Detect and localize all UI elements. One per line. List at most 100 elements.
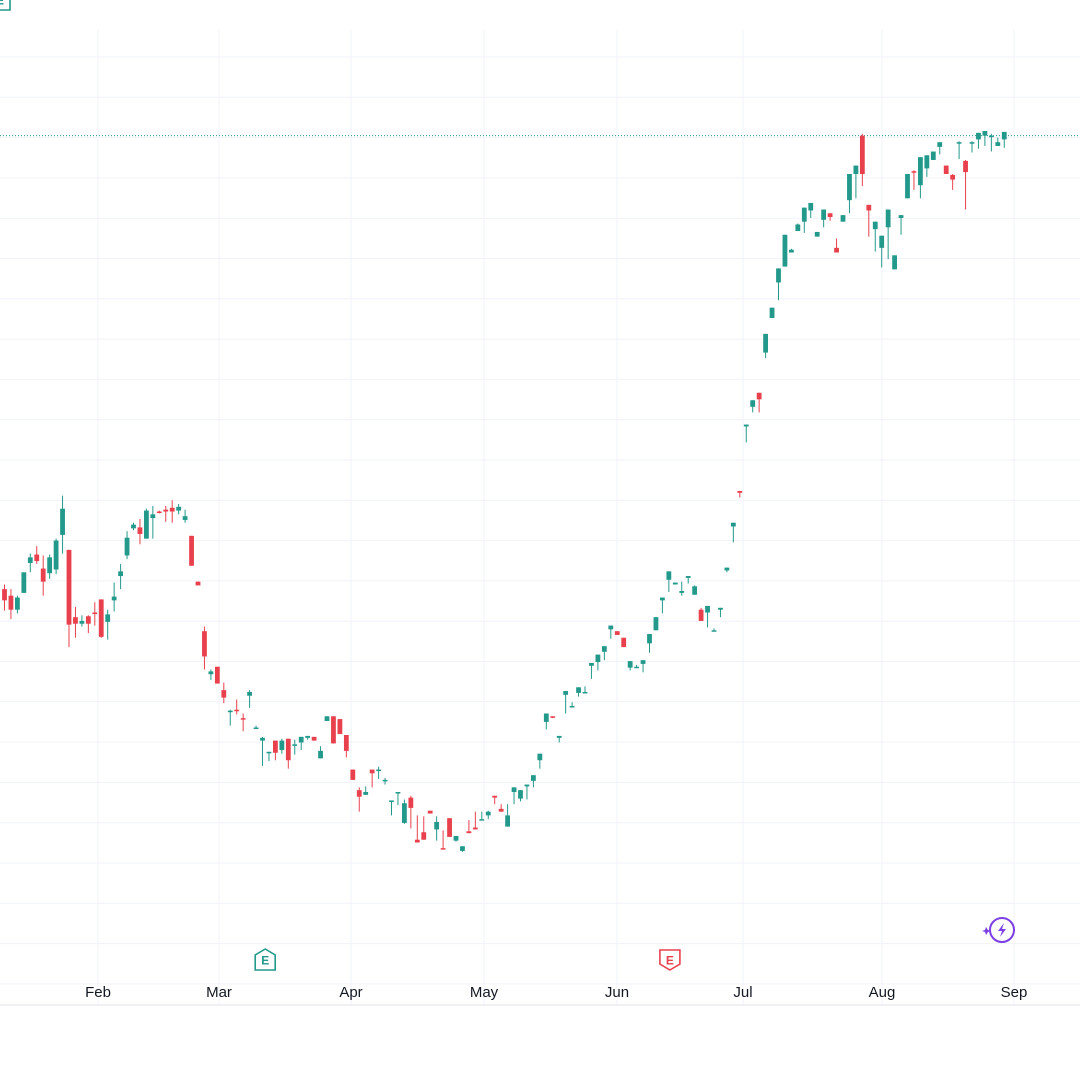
candle[interactable] [73, 606, 78, 638]
candle[interactable] [8, 589, 14, 620]
candle[interactable] [730, 522, 736, 543]
candle[interactable] [647, 634, 652, 653]
candle[interactable] [21, 572, 27, 593]
candle[interactable] [976, 132, 981, 149]
candle[interactable] [956, 141, 962, 160]
candle[interactable] [563, 691, 569, 714]
candle[interactable] [156, 510, 162, 514]
candles[interactable] [2, 130, 1007, 852]
candle[interactable] [15, 595, 20, 614]
candle[interactable] [627, 661, 633, 671]
candle[interactable] [131, 522, 136, 531]
candle[interactable] [85, 615, 91, 634]
candle[interactable] [569, 702, 575, 708]
candle[interactable] [905, 173, 910, 199]
candle[interactable] [847, 173, 852, 214]
candle[interactable] [601, 646, 607, 661]
candle[interactable] [414, 815, 420, 843]
candle[interactable] [918, 157, 923, 199]
candle[interactable] [776, 268, 781, 301]
candle[interactable] [421, 816, 427, 840]
candle[interactable] [202, 626, 207, 670]
candle[interactable] [92, 602, 98, 626]
candle[interactable] [537, 753, 543, 769]
candle[interactable] [685, 576, 691, 584]
candle[interactable] [163, 505, 169, 522]
candle[interactable] [679, 581, 685, 596]
candle[interactable] [930, 151, 936, 160]
candle[interactable] [582, 686, 588, 694]
candle[interactable] [34, 546, 40, 564]
candle[interactable] [769, 307, 775, 318]
candle[interactable] [356, 787, 362, 812]
candle[interactable] [492, 795, 498, 805]
candle[interactable] [911, 170, 917, 190]
candle[interactable] [189, 535, 194, 566]
candle[interactable] [234, 699, 240, 715]
candle[interactable] [737, 490, 743, 498]
candle[interactable] [298, 736, 304, 750]
candle[interactable] [982, 130, 988, 146]
candle[interactable] [369, 769, 375, 788]
candle[interactable] [589, 662, 594, 679]
candle[interactable] [576, 687, 581, 697]
candle[interactable] [124, 531, 130, 560]
candle[interactable] [111, 582, 117, 612]
candle[interactable] [872, 221, 878, 252]
candle[interactable] [460, 846, 465, 852]
candle[interactable] [208, 669, 214, 680]
candle[interactable] [556, 735, 562, 743]
candle[interactable] [943, 165, 949, 174]
candle[interactable] [937, 142, 943, 155]
candle[interactable] [498, 804, 504, 812]
candle[interactable] [343, 734, 349, 758]
candle[interactable] [408, 795, 414, 829]
candle[interactable] [466, 820, 472, 834]
candle[interactable] [311, 736, 317, 741]
earnings-miss-marker[interactable]: E [659, 949, 681, 971]
candle[interactable] [801, 207, 807, 233]
candle[interactable] [550, 716, 556, 719]
candle[interactable] [782, 234, 788, 267]
candle[interactable] [621, 637, 627, 648]
candle[interactable] [892, 255, 897, 270]
candle[interactable] [305, 735, 311, 740]
candle[interactable] [853, 165, 859, 199]
candle[interactable] [666, 571, 672, 592]
candle[interactable] [279, 738, 285, 754]
candle[interactable] [743, 424, 749, 443]
candle[interactable] [640, 660, 646, 673]
candle[interactable] [885, 209, 891, 260]
candle[interactable] [253, 725, 259, 730]
candle[interactable] [150, 505, 156, 539]
candle[interactable] [266, 751, 272, 762]
candle[interactable] [118, 563, 123, 590]
candle[interactable] [169, 500, 175, 523]
candle[interactable] [337, 719, 343, 735]
candle[interactable] [195, 581, 201, 586]
candle[interactable] [382, 778, 388, 785]
candle[interactable] [595, 654, 601, 671]
candle[interactable] [440, 830, 446, 850]
candle[interactable] [795, 223, 801, 232]
candle[interactable] [808, 202, 814, 218]
candle[interactable] [240, 713, 246, 732]
candle[interactable] [79, 615, 85, 627]
earnings-beat-marker[interactable]: E [254, 948, 277, 971]
candle[interactable] [60, 495, 65, 554]
candle[interactable] [182, 509, 188, 523]
candle[interactable] [1001, 131, 1007, 148]
candle[interactable] [318, 746, 323, 759]
candle[interactable] [756, 392, 762, 413]
candle[interactable] [485, 810, 491, 820]
candle[interactable] [924, 155, 930, 177]
candle[interactable] [376, 766, 381, 779]
candle[interactable] [27, 553, 33, 573]
candle[interactable] [389, 800, 394, 816]
candle[interactable] [763, 333, 768, 359]
candle[interactable] [660, 597, 665, 614]
candle[interactable] [98, 599, 104, 638]
candle[interactable] [653, 617, 659, 631]
candle[interactable] [472, 811, 478, 830]
